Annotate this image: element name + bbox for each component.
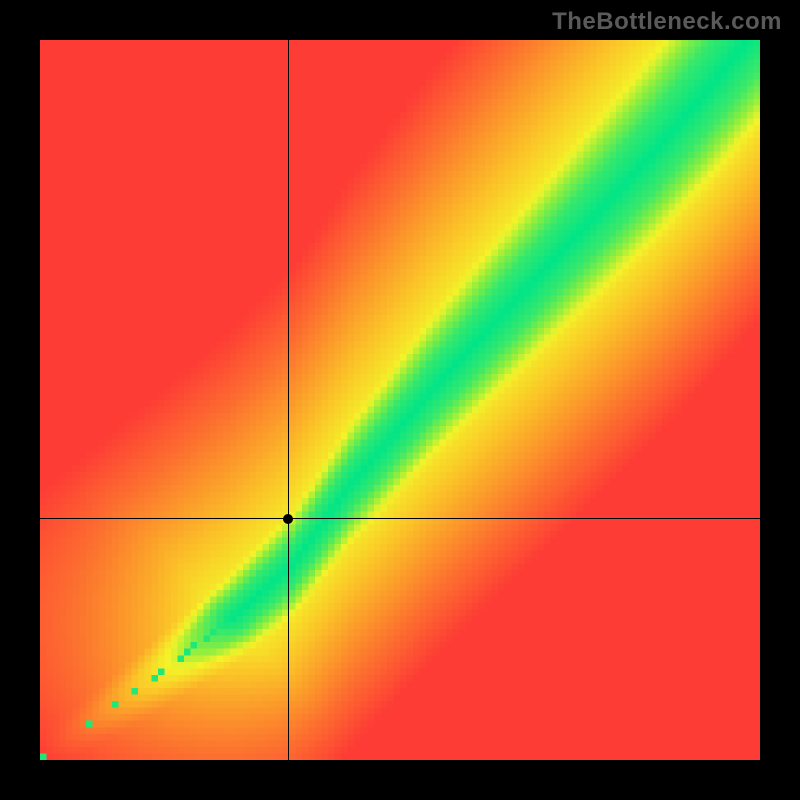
crosshair-horizontal [40, 518, 760, 519]
crosshair-marker [283, 514, 293, 524]
crosshair-vertical [288, 40, 289, 760]
heatmap-canvas [40, 40, 760, 760]
heatmap-plot-area [40, 40, 760, 760]
watermark-text: TheBottleneck.com [552, 8, 782, 36]
chart-container: { "watermark": { "text": "TheBottleneck.… [0, 0, 800, 800]
